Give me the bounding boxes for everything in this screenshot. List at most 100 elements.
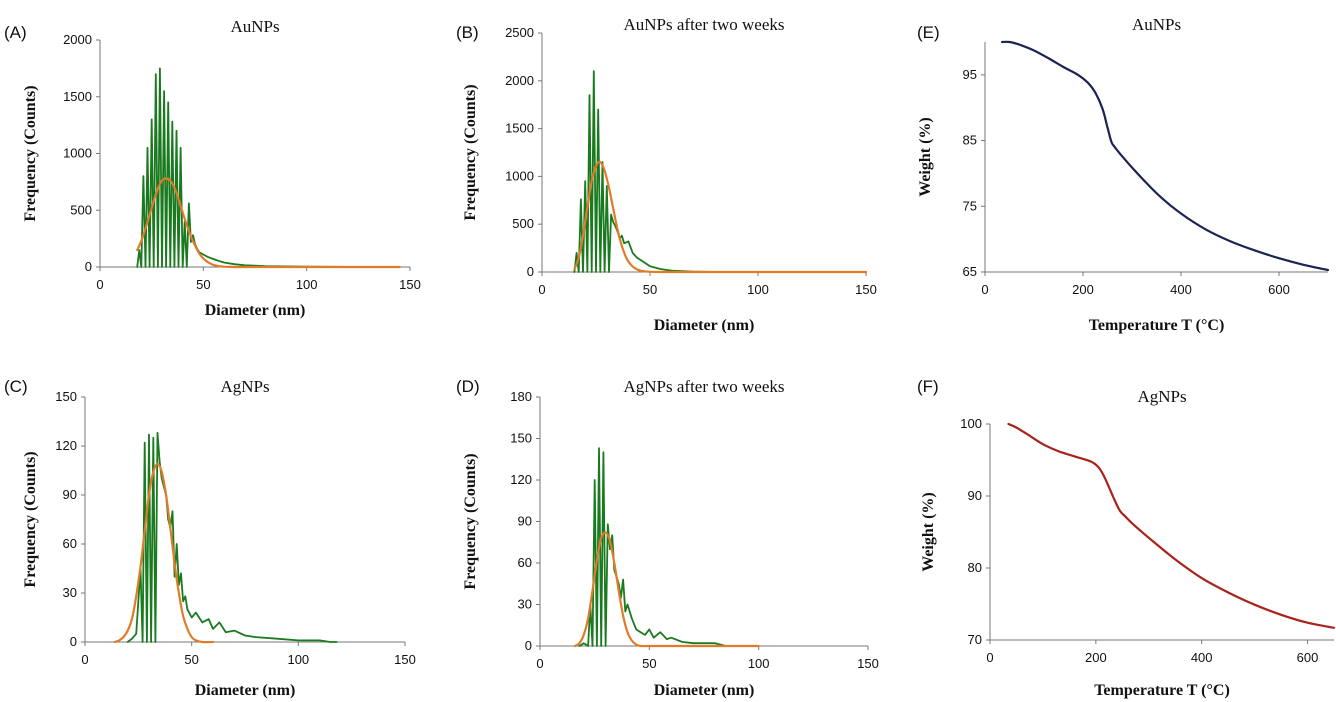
data-point	[188, 202, 190, 204]
y-tick-label: 70	[968, 632, 982, 647]
data-point	[194, 244, 196, 246]
data-point	[244, 266, 246, 268]
data-point	[588, 94, 591, 96]
data-point	[219, 265, 221, 267]
data-point	[233, 263, 235, 265]
data-point	[174, 576, 176, 578]
y-tick-label: 60	[63, 536, 77, 551]
x-axis-label: Diameter (nm)	[654, 317, 755, 334]
data-point	[617, 229, 619, 231]
data-point	[153, 200, 155, 202]
data-point	[621, 245, 623, 247]
data-point	[144, 530, 146, 532]
y-axis-label: Frequency (Counts)	[462, 453, 479, 589]
data-point	[184, 595, 186, 597]
data-point	[1146, 182, 1148, 184]
data-point	[1160, 197, 1162, 199]
data-point	[606, 185, 608, 187]
series-line-0	[578, 447, 727, 647]
data-point	[1229, 240, 1231, 242]
data-point	[165, 494, 167, 496]
data-point	[714, 645, 716, 647]
data-point	[1087, 82, 1089, 84]
data-point	[223, 266, 225, 268]
data-point	[1131, 166, 1133, 169]
panel-letter: (D)	[456, 377, 480, 396]
data-point	[212, 628, 214, 630]
data-point	[666, 638, 668, 640]
data-point	[1077, 74, 1079, 76]
data-point	[649, 271, 651, 273]
data-point	[1113, 499, 1115, 501]
data-point	[182, 615, 184, 617]
data-point	[604, 271, 606, 273]
panel-letter: (F)	[917, 377, 939, 396]
data-point	[136, 249, 138, 251]
data-point	[156, 432, 159, 434]
data-point	[154, 641, 156, 643]
data-point	[587, 617, 589, 619]
data-point	[122, 636, 124, 638]
data-point	[613, 562, 615, 564]
data-point	[1327, 269, 1329, 271]
data-point	[632, 252, 634, 254]
panel-b: (B) AuNPs after two weeks0500100015002000…	[456, 15, 877, 334]
data-point	[161, 266, 163, 268]
data-point	[140, 240, 142, 242]
data-point	[152, 471, 154, 473]
data-point	[596, 559, 598, 561]
data-point	[1121, 155, 1123, 157]
data-point	[215, 265, 217, 267]
data-point	[191, 616, 193, 619]
data-point	[607, 523, 609, 525]
data-point	[1132, 523, 1134, 525]
y-tick-label: 30	[63, 585, 77, 600]
data-point	[608, 271, 610, 273]
x-tick-label: 0	[536, 656, 543, 671]
series-line-0	[1007, 422, 1336, 629]
data-point	[671, 271, 673, 273]
data-point	[604, 170, 606, 172]
x-axis-label: Temperature T (°C)	[1089, 317, 1225, 334]
x-tick-label: 150	[855, 282, 877, 297]
x-tick-label: 50	[184, 652, 198, 667]
data-point	[1102, 108, 1104, 110]
data-point	[264, 266, 266, 268]
data-point	[1048, 57, 1050, 60]
data-point	[336, 641, 338, 643]
data-point	[173, 187, 175, 189]
data-point	[596, 645, 598, 647]
y-tick-label: 85	[963, 133, 977, 148]
data-point	[591, 271, 593, 273]
x-axis-label: Diameter (nm)	[205, 302, 306, 319]
data-point	[1103, 475, 1105, 477]
data-point	[573, 271, 576, 273]
data-point	[208, 618, 210, 620]
data-point	[578, 271, 580, 273]
data-point	[594, 479, 596, 481]
data-point	[212, 641, 214, 643]
data-point	[1306, 622, 1309, 624]
data-point	[173, 266, 175, 268]
data-point	[600, 537, 602, 539]
data-point	[612, 208, 614, 210]
data-point	[177, 266, 180, 268]
data-point	[146, 641, 148, 643]
data-point	[142, 641, 144, 643]
x-tick-label: 100	[748, 656, 770, 671]
data-point	[144, 442, 146, 444]
data-point	[306, 266, 308, 268]
data-point	[1058, 450, 1060, 452]
data-point	[176, 543, 178, 545]
data-point	[660, 271, 662, 273]
data-point	[148, 494, 150, 496]
data-point	[202, 257, 204, 260]
y-tick-label: 95	[963, 67, 977, 82]
data-point	[1108, 486, 1110, 488]
data-point	[626, 603, 629, 606]
data-point	[159, 67, 161, 69]
data-point	[599, 161, 601, 163]
data-point	[180, 147, 182, 149]
data-point	[659, 631, 661, 633]
data-point	[692, 642, 694, 644]
